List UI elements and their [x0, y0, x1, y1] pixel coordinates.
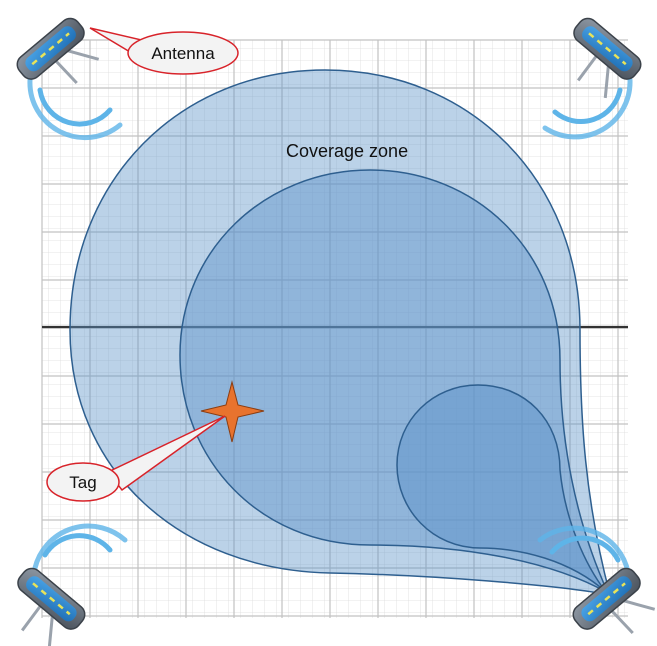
tag-star-icon	[200, 380, 265, 443]
antenna-bottom-left	[0, 523, 128, 646]
signal-wave-icon	[32, 523, 128, 571]
signal-wave-icon	[27, 77, 123, 141]
coverage-zone-inner	[396, 384, 607, 593]
antenna-callout: Antenna	[89, 27, 239, 75]
coverage-zone-label: Coverage zone	[286, 141, 408, 161]
antenna-top-left	[11, 12, 123, 141]
coverage-zones	[69, 69, 612, 596]
signal-wave-icon	[542, 77, 633, 140]
tag-label: Tag	[69, 473, 96, 492]
antenna-label: Antenna	[151, 44, 215, 63]
antenna-top-right	[542, 12, 647, 140]
antenna-bottom-right	[537, 525, 657, 646]
tag-callout: Tag	[46, 415, 226, 502]
signal-wave-icon	[537, 525, 631, 575]
